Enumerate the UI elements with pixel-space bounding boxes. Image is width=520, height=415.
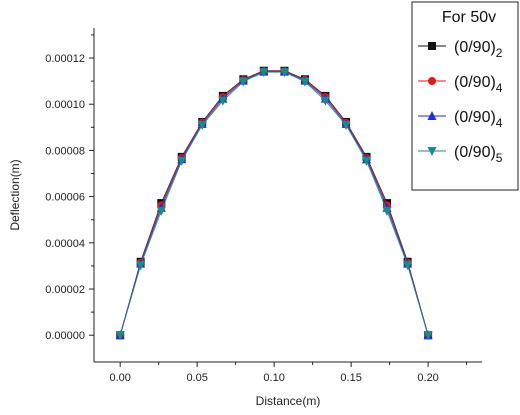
legend-label: (0/90)4: [454, 74, 503, 95]
x-axis-label: Distance(m): [256, 394, 321, 408]
series-line: [119, 70, 429, 336]
data-point: [403, 261, 413, 271]
y-tick-label: 0.00012: [45, 53, 85, 65]
series-line: [119, 71, 429, 336]
legend-title: For 50v: [442, 9, 496, 26]
x-tick-label: 0.20: [417, 372, 438, 384]
legend-marker: [427, 147, 437, 156]
y-tick-label: 0.00008: [45, 145, 85, 157]
data-point: [423, 331, 433, 341]
data-point: [197, 121, 207, 131]
x-tick-label: 0.15: [340, 372, 361, 384]
legend-item: (0/90)2: [418, 39, 503, 60]
x-tick-label: 0.10: [263, 372, 284, 384]
series-layer: [115, 66, 433, 341]
legend-label: (0/90)2: [454, 39, 503, 60]
x-tick-label: 0.05: [186, 372, 207, 384]
data-point: [259, 68, 269, 78]
legend-item: (0/90)5: [418, 144, 503, 165]
data-point: [177, 156, 187, 166]
y-axis-ticks: 0.00000 0.00002 0.00004 0.00006 0.00008 0.000…: [45, 34, 94, 342]
y-tick-label: 0.00002: [45, 284, 85, 296]
series-3: [115, 66, 433, 340]
data-point: [362, 156, 372, 166]
legend-marker: [427, 111, 437, 120]
data-point: [300, 77, 310, 87]
data-point: [341, 121, 351, 131]
legend-label: (0/90)5: [454, 144, 503, 165]
x-axis-ticks: 0.00 0.05 0.10 0.15 0.20: [109, 362, 468, 384]
data-point: [320, 96, 330, 106]
y-axis-label: Deflection(m): [8, 159, 22, 230]
legend-marker: [428, 42, 436, 50]
legend-box: [411, 1, 519, 191]
y-tick-label: 0.00004: [45, 238, 85, 250]
series-line: [119, 71, 429, 336]
data-point: [238, 77, 248, 87]
legend-label: (0/90)4: [454, 109, 503, 130]
legend: For 50v (0/90)2 (0/90)4 (0/90)4 (0/90)5: [411, 1, 519, 191]
series-line: [119, 70, 429, 336]
legend-item: (0/90)4: [418, 74, 503, 95]
data-point: [218, 96, 228, 106]
x-tick-label: 0.00: [109, 372, 130, 384]
data-point: [156, 206, 166, 216]
series-4: [115, 68, 433, 341]
y-tick-label: 0.00000: [45, 330, 85, 342]
data-point: [382, 206, 392, 216]
y-tick-label: 0.00006: [45, 192, 85, 204]
data-point: [136, 261, 146, 271]
data-point: [115, 331, 125, 341]
legend-marker: [428, 77, 436, 85]
y-tick-label: 0.00010: [45, 99, 85, 111]
data-point: [279, 68, 289, 78]
legend-item: (0/90)4: [418, 109, 503, 130]
